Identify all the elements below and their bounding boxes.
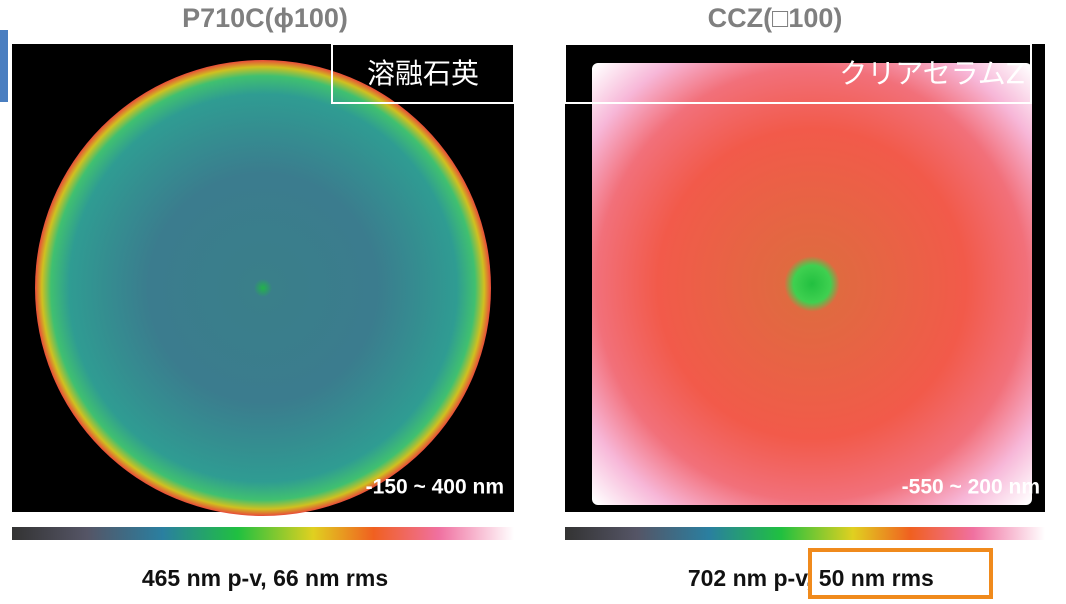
caption-rms: , 50 nm rms: [806, 565, 934, 591]
material-label: 溶融石英: [367, 57, 479, 90]
panel-title: P710C(ϕ100): [182, 3, 348, 33]
caption: 465 nm p-v, 66 nm rms: [142, 565, 388, 591]
caption-pv: 702 nm p-v: [688, 565, 808, 591]
colorbar: [565, 527, 1045, 540]
material-label: クリアセラムZ: [839, 57, 1025, 90]
surface-map: [35, 60, 491, 516]
panel-title: CCZ(□100): [708, 3, 843, 33]
surface-map: [592, 63, 1032, 505]
range-label: -550 ~ 200 nm: [902, 476, 1040, 499]
range-label: -150 ~ 400 nm: [366, 476, 504, 499]
colorbar: [12, 527, 514, 540]
edge-fragment: [0, 30, 8, 102]
slide: P710C(ϕ100) 溶融石英 -150 ~ 400 nm 465 nm p-…: [0, 0, 1066, 599]
